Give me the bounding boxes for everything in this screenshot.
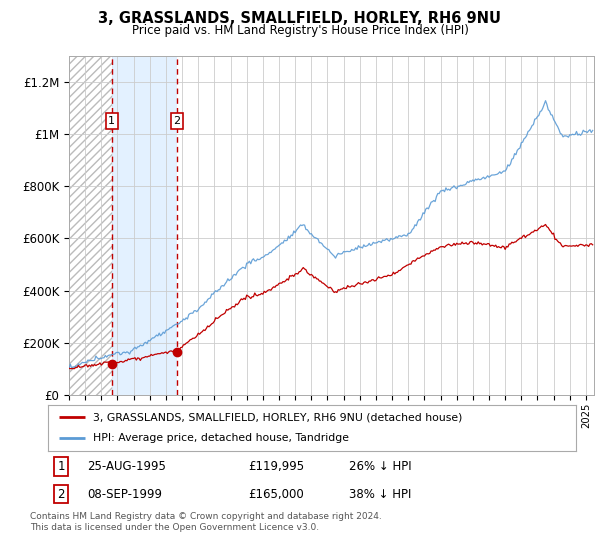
Text: £119,995: £119,995: [248, 460, 305, 473]
Text: Price paid vs. HM Land Registry's House Price Index (HPI): Price paid vs. HM Land Registry's House …: [131, 24, 469, 36]
Text: 25-AUG-1995: 25-AUG-1995: [88, 460, 166, 473]
Bar: [112, 56, 177, 395]
Text: 1: 1: [109, 116, 115, 126]
Text: 3, GRASSLANDS, SMALLFIELD, HORLEY, RH6 9NU: 3, GRASSLANDS, SMALLFIELD, HORLEY, RH6 9…: [98, 11, 502, 26]
Text: 2: 2: [173, 116, 181, 126]
Bar: [69, 56, 112, 395]
Text: 26% ↓ HPI: 26% ↓ HPI: [349, 460, 412, 473]
Text: 08-SEP-1999: 08-SEP-1999: [88, 488, 163, 501]
Text: HPI: Average price, detached house, Tandridge: HPI: Average price, detached house, Tand…: [93, 433, 349, 444]
Text: 3, GRASSLANDS, SMALLFIELD, HORLEY, RH6 9NU (detached house): 3, GRASSLANDS, SMALLFIELD, HORLEY, RH6 9…: [93, 412, 462, 422]
Bar: [69, 56, 112, 395]
Text: £165,000: £165,000: [248, 488, 304, 501]
Text: Contains HM Land Registry data © Crown copyright and database right 2024.
This d: Contains HM Land Registry data © Crown c…: [30, 512, 382, 532]
Text: 2: 2: [58, 488, 65, 501]
Text: 1: 1: [58, 460, 65, 473]
Text: 38% ↓ HPI: 38% ↓ HPI: [349, 488, 412, 501]
